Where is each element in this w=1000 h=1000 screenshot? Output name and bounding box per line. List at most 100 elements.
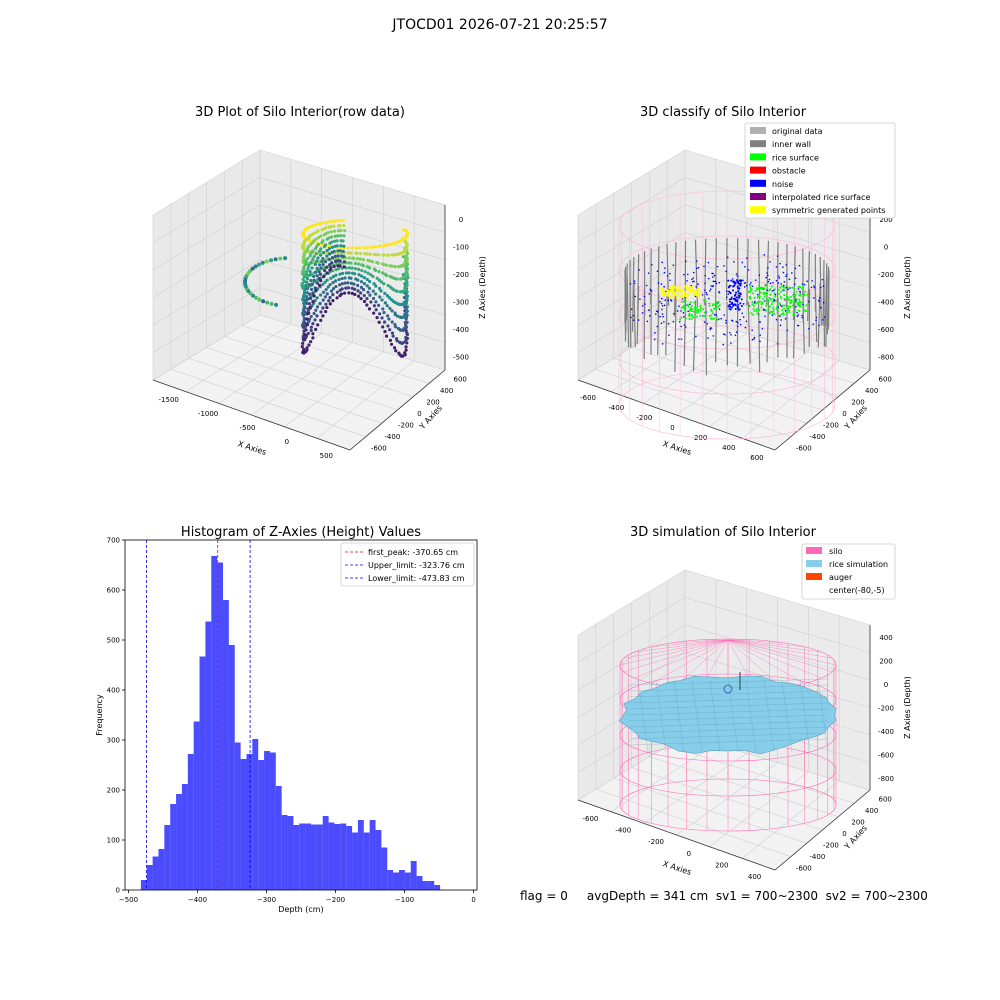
histogram-bar <box>140 880 147 890</box>
raw-point <box>385 263 389 267</box>
raw-point <box>322 221 326 225</box>
rice-surface-point <box>792 313 795 316</box>
rice-surface-point <box>786 311 789 314</box>
rice-surface-point <box>784 304 787 307</box>
panel-simulation-3d-y-tick-label: -200 <box>823 841 839 849</box>
rice-surface-point <box>716 318 719 321</box>
inner-wall-point <box>817 282 821 348</box>
rice-surface-point <box>798 293 801 296</box>
silo-roof-line <box>727 639 833 659</box>
noise-point <box>709 288 712 290</box>
noise-point <box>707 277 710 280</box>
panel-classify-3d-grid-y <box>666 160 855 384</box>
noise-point <box>728 284 731 287</box>
raw-point <box>390 331 395 335</box>
noise-point <box>797 288 800 290</box>
noise-point <box>815 316 818 319</box>
silo-roof-line <box>727 639 783 643</box>
rice-surface-point <box>715 300 718 303</box>
noise-point <box>776 255 779 257</box>
rice-surface-point <box>780 313 783 316</box>
raw-point <box>325 305 329 310</box>
rice-surface-point <box>755 308 758 311</box>
noise-point <box>633 280 636 282</box>
inner-wall-point <box>757 239 761 300</box>
raw-point <box>335 244 339 248</box>
panel-raw-3d-x-axis-label: X Axies <box>237 439 268 457</box>
raw-point <box>306 256 310 260</box>
noise-point <box>737 321 739 324</box>
raw-point <box>283 256 288 261</box>
raw-point <box>324 309 328 314</box>
raw-point <box>384 334 389 338</box>
raw-point <box>377 253 381 257</box>
noise-point <box>780 319 783 321</box>
raw-point <box>372 311 376 315</box>
raw-point <box>324 287 328 292</box>
rice-surface-point <box>690 318 693 321</box>
noise-point <box>743 265 746 268</box>
histogram-bar <box>363 832 370 890</box>
raw-point <box>398 340 402 344</box>
noise-point <box>733 284 736 287</box>
rice-surface-point <box>695 312 698 315</box>
raw-point <box>311 257 315 262</box>
rice-surface-point <box>711 312 714 315</box>
noise-point <box>812 323 815 325</box>
panel-simulation-3d-z-tick-label: -200 <box>878 705 894 713</box>
noise-point <box>680 310 682 312</box>
raw-point <box>315 305 320 309</box>
noise-point <box>692 271 695 274</box>
raw-point <box>347 276 351 280</box>
raw-point <box>389 298 393 302</box>
raw-point <box>404 329 408 333</box>
noise-point <box>747 269 750 271</box>
rice-surface-point <box>697 310 700 313</box>
rice-surface-point <box>792 310 795 313</box>
histogram-bar <box>234 742 241 890</box>
raw-point <box>312 231 316 235</box>
noise-point <box>761 327 764 330</box>
raw-point <box>378 312 382 316</box>
raw-point <box>312 278 316 282</box>
noise-point <box>630 316 632 319</box>
raw-point <box>311 322 315 326</box>
panel-classify-3d-z-tick-label: -800 <box>878 353 894 361</box>
raw-point <box>338 294 342 298</box>
noise-point <box>633 282 636 285</box>
symmetric-point <box>687 293 691 296</box>
raw-point <box>321 298 325 302</box>
noise-point <box>724 333 726 336</box>
rice-surface-point <box>691 314 694 317</box>
inner-wall-point <box>715 301 717 363</box>
noise-point <box>703 289 706 292</box>
rice-surface-point <box>785 285 788 288</box>
rice-surface-point <box>702 308 705 311</box>
panel-simulation-3d-y-tick-label: -400 <box>809 853 825 861</box>
noise-point <box>722 343 725 346</box>
noise-point <box>712 335 715 337</box>
rice-surface-point <box>799 286 802 289</box>
inner-wall-point <box>826 266 830 335</box>
noise-point <box>732 289 735 292</box>
noise-point <box>645 284 648 287</box>
noise-point <box>797 314 799 316</box>
symmetric-point <box>690 291 693 294</box>
raw-point <box>388 264 392 268</box>
noise-point <box>818 324 820 327</box>
raw-point <box>356 267 361 272</box>
raw-point <box>324 265 329 269</box>
noise-point <box>656 270 659 273</box>
noise-point <box>735 296 738 299</box>
panel-classify-3d-z-tick-label: 200 <box>879 216 892 224</box>
noise-point <box>799 290 801 293</box>
raw-point <box>323 295 327 299</box>
raw-point <box>303 310 307 314</box>
noise-point <box>661 308 663 311</box>
legend-label: silo <box>829 547 843 556</box>
raw-point <box>396 326 401 331</box>
noise-point <box>706 293 708 296</box>
raw-point <box>350 256 355 260</box>
raw-point <box>359 280 364 284</box>
symmetric-point <box>685 293 688 296</box>
